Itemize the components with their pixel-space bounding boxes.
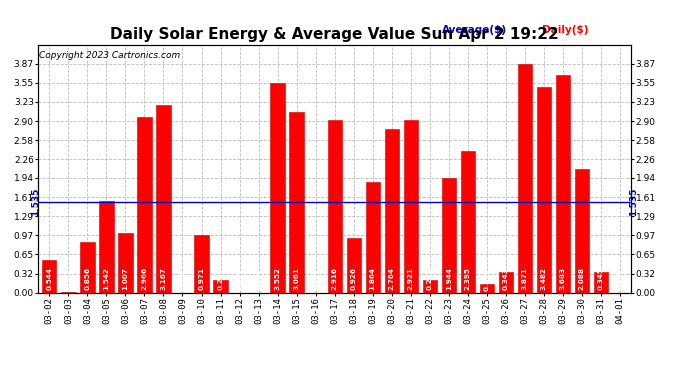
Text: 2.921: 2.921 [408,267,414,290]
Text: 0.544: 0.544 [46,267,52,290]
Bar [195,235,208,292]
Text: 1.535: 1.535 [31,188,40,216]
Bar [99,201,114,292]
Text: 3.552: 3.552 [275,267,281,290]
Bar [537,87,551,292]
Text: 0.856: 0.856 [84,266,90,290]
Bar [366,182,380,292]
Text: 0.000: 0.000 [237,268,243,291]
Text: Copyright 2023 Cartronics.com: Copyright 2023 Cartronics.com [39,51,180,60]
Text: 3.061: 3.061 [294,267,299,290]
Bar [118,233,132,292]
Text: 0.210: 0.210 [217,267,224,290]
Bar [328,120,342,292]
Bar [575,169,589,292]
Bar [404,120,418,292]
Text: 2.088: 2.088 [579,267,585,290]
Bar [555,75,570,292]
Text: 3.871: 3.871 [522,267,528,290]
Bar [480,284,494,292]
Text: Average($): Average($) [442,25,506,35]
Bar [346,238,361,292]
Bar [442,178,456,292]
Bar [422,280,437,292]
Text: 1.007: 1.007 [122,267,128,290]
Text: 2.395: 2.395 [465,267,471,290]
Text: 0.000: 0.000 [255,268,262,291]
Bar [384,129,399,292]
Text: 0.343: 0.343 [503,267,509,290]
Text: 0.926: 0.926 [351,267,357,290]
Text: 1.944: 1.944 [446,267,452,290]
Bar [137,117,152,292]
Bar [594,272,608,292]
Bar [213,280,228,292]
Text: 2.916: 2.916 [332,267,337,290]
Bar [290,112,304,292]
Text: 0.000: 0.000 [179,268,186,291]
Text: 3.167: 3.167 [161,267,166,290]
Bar [80,242,95,292]
Bar [270,82,285,292]
Text: 1.542: 1.542 [104,267,110,290]
Bar [157,105,170,292]
Text: 0.971: 0.971 [199,267,204,290]
Text: 1.535: 1.535 [629,188,638,216]
Title: Daily Solar Energy & Average Value Sun Apr 2 19:22: Daily Solar Energy & Average Value Sun A… [110,27,559,42]
Text: 2.764: 2.764 [388,267,395,290]
Text: 3.683: 3.683 [560,267,566,290]
Bar [518,64,532,292]
Text: 0.146: 0.146 [484,268,490,291]
Text: 1.864: 1.864 [370,267,375,290]
Text: 0.345: 0.345 [598,267,604,290]
Text: 0.000: 0.000 [617,268,623,291]
Text: 0.002: 0.002 [66,268,71,291]
Text: Daily($): Daily($) [542,25,589,35]
Bar [461,151,475,292]
Text: 2.966: 2.966 [141,266,148,290]
Text: 0.000: 0.000 [313,268,319,291]
Bar [499,272,513,292]
Bar [42,260,57,292]
Text: 3.482: 3.482 [541,267,547,290]
Text: 0.212: 0.212 [426,267,433,290]
